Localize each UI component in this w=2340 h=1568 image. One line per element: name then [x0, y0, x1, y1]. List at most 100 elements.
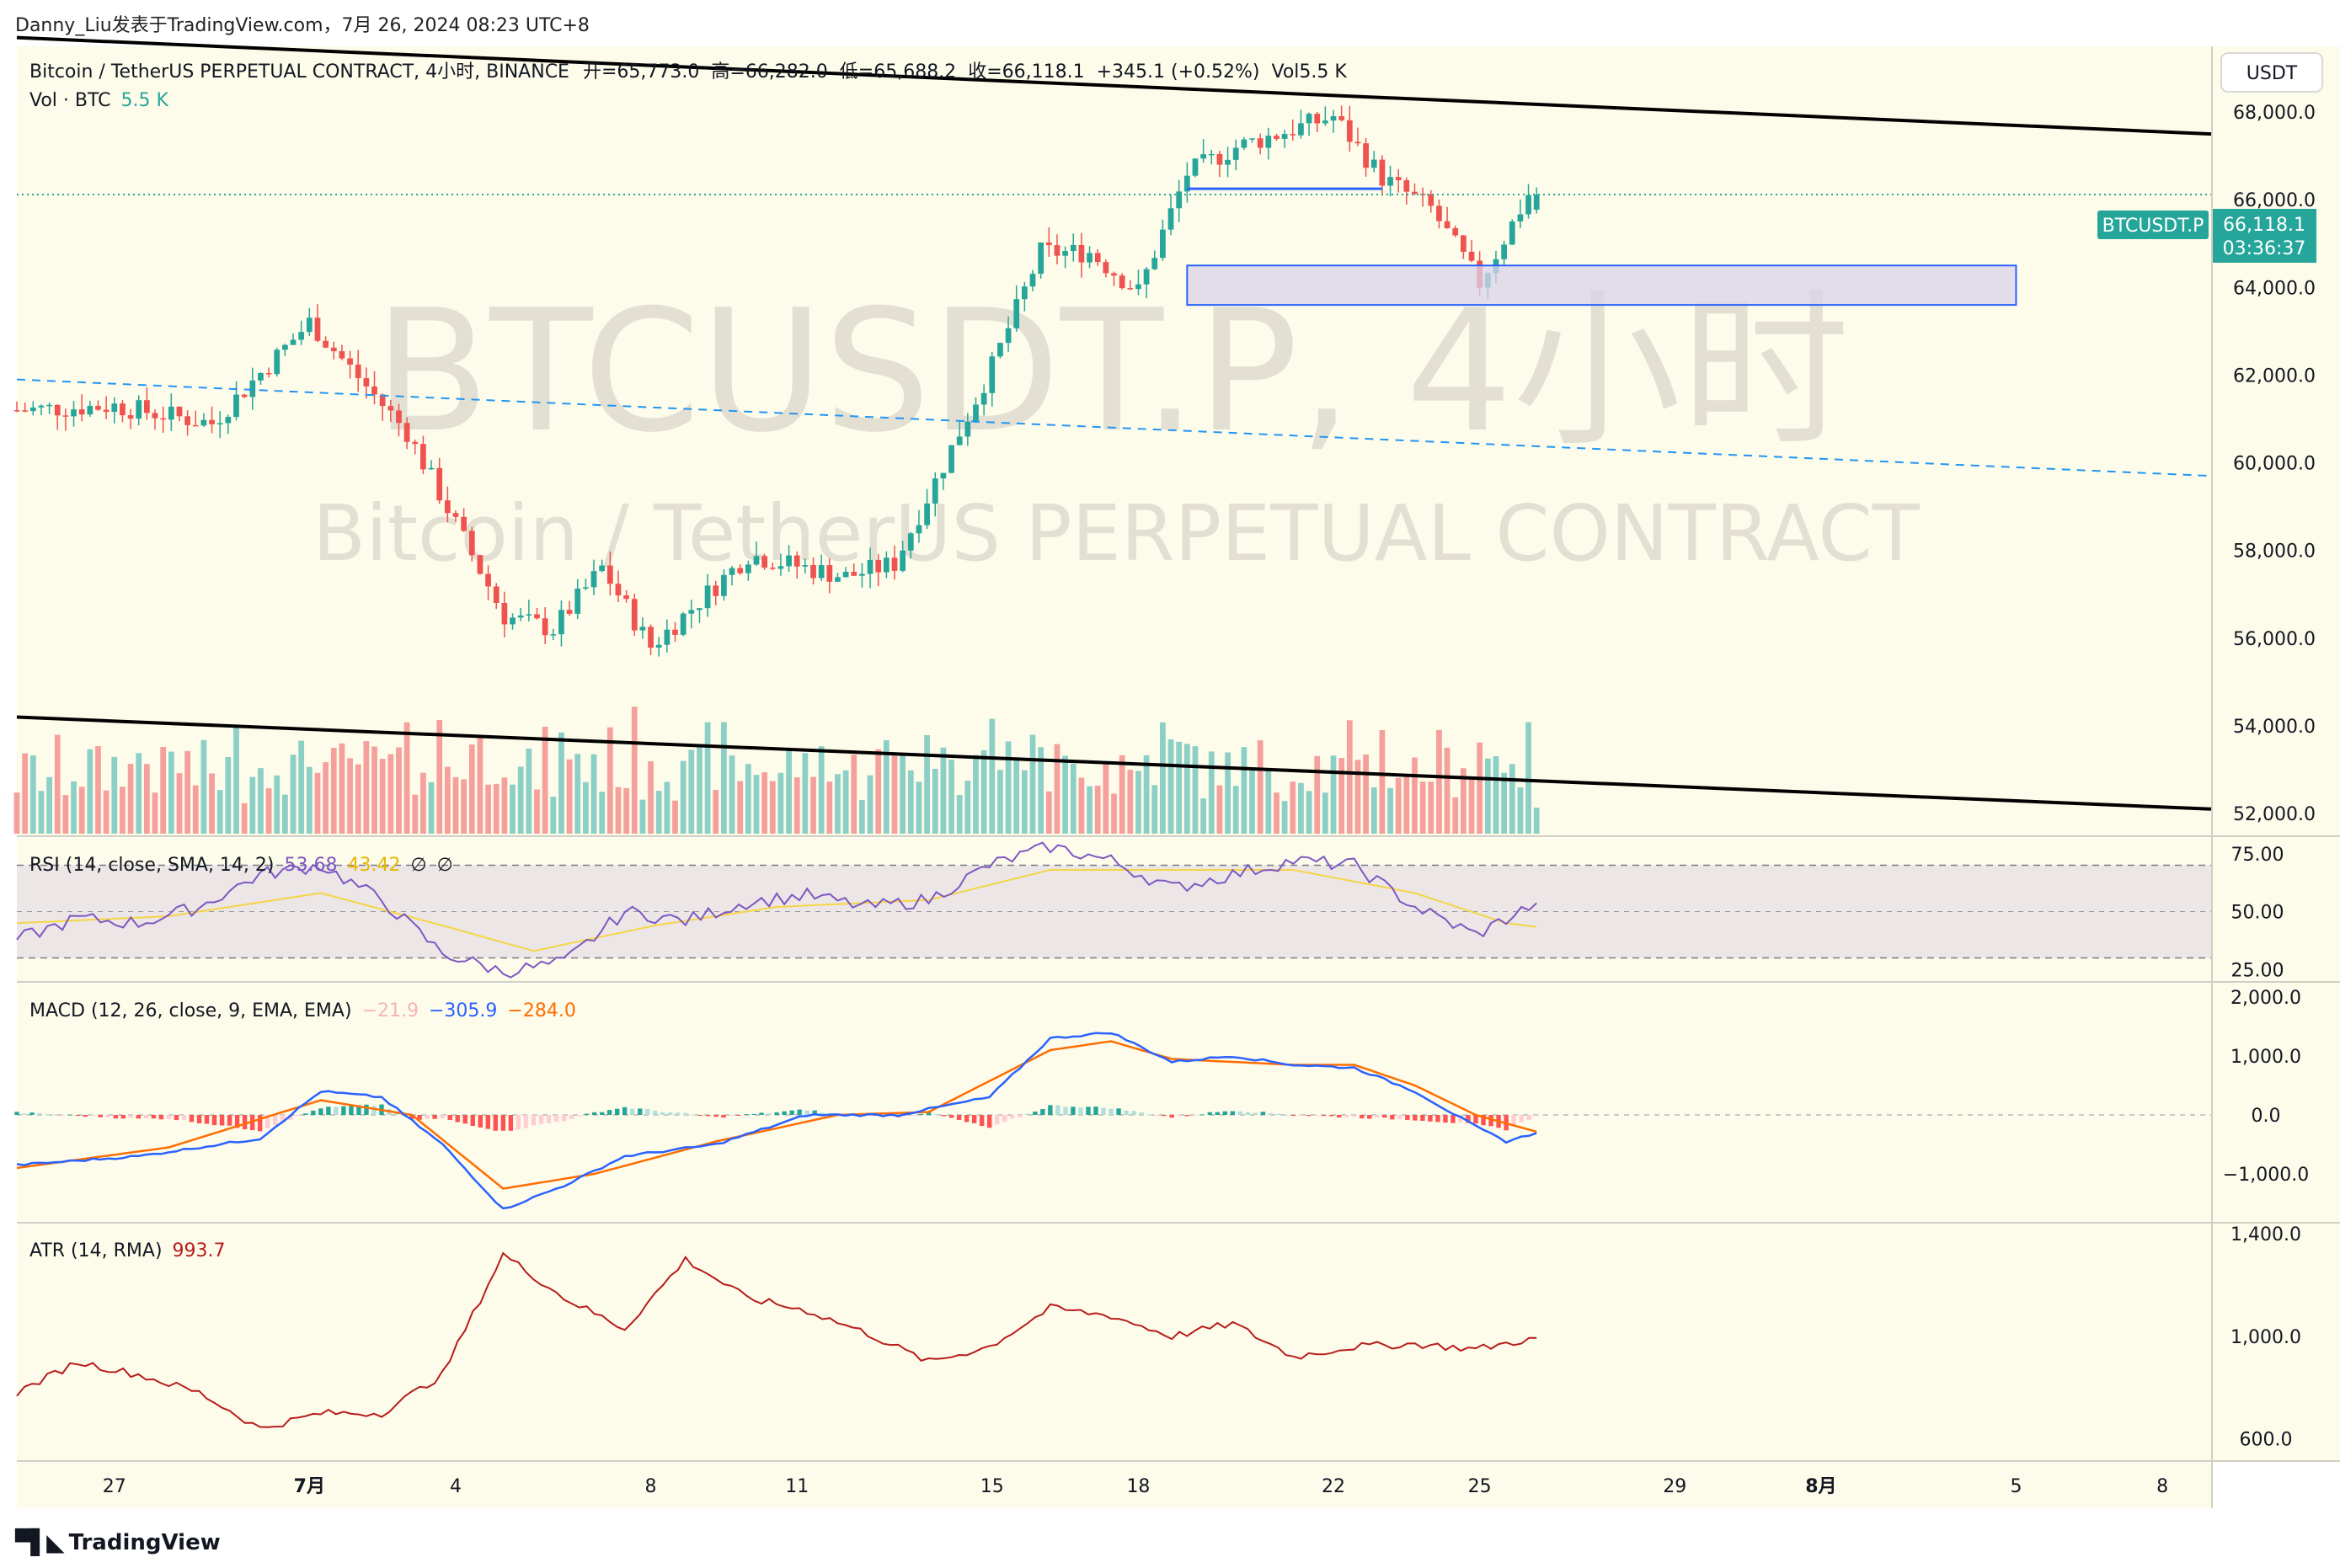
volume-bar [216, 790, 223, 834]
macd-histogram-bar [1207, 1112, 1213, 1115]
rsi-axis-labels[interactable]: 75.00 50.00 25.00 [2231, 845, 2284, 982]
symbol-legend[interactable]: Bitcoin / TetherUS PERPETUAL CONTRACT, 4… [29, 61, 1347, 83]
macd-histogram-bar [280, 1115, 286, 1123]
candle-body [672, 629, 678, 635]
candle-body [1045, 242, 1052, 246]
volume-bar [184, 750, 190, 834]
macd-histogram-bar [75, 1115, 80, 1116]
candle-body [1412, 191, 1418, 195]
candle-body [680, 613, 687, 635]
macd-histogram-bar [1184, 1115, 1189, 1117]
candle-body [859, 573, 865, 576]
volume-bar [127, 764, 134, 834]
macd-histogram-bar [326, 1107, 331, 1115]
lower-trendline[interactable] [16, 715, 2212, 811]
candle-body [103, 409, 110, 413]
time-tick-label: 4 [450, 1476, 462, 1497]
volume-bar [729, 755, 735, 834]
macd-histogram-bar [1116, 1108, 1121, 1115]
candle-body [737, 568, 744, 573]
macd-histogram-bar [440, 1115, 445, 1119]
macd-histogram-bar [668, 1112, 673, 1115]
atr-line [16, 1251, 1537, 1428]
volume-bar [818, 746, 825, 834]
volume-bar [363, 741, 370, 834]
candle-body [127, 415, 134, 419]
volume-bar [1533, 808, 1540, 834]
volume-bar [786, 748, 792, 834]
volume-bar [111, 756, 118, 834]
candle-body [1241, 139, 1247, 148]
macd-histogram-bar [1131, 1111, 1136, 1115]
time-tick-label: 22 [1322, 1476, 1345, 1497]
macd-histogram-bar [158, 1115, 164, 1120]
macd-histogram-bar [37, 1112, 42, 1115]
atr-legend[interactable]: ATR (14, RMA) 993.7 [29, 1240, 226, 1261]
macd-histogram-bar [128, 1115, 134, 1118]
candle-body [1428, 194, 1434, 206]
macd-axis-labels[interactable]: 2,000.0 1,000.0 0.0 −1,000.0 [2223, 988, 2309, 1186]
atr-axis-labels[interactable]: 1,400.0 1,000.0 600.0 [2230, 1224, 2301, 1451]
macd-histogram-bar [911, 1115, 916, 1116]
volume-bar [1306, 791, 1312, 834]
volume-bar [249, 776, 256, 834]
macd-histogram-bar [311, 1110, 316, 1115]
price-axis-labels[interactable]: 68,000.0 66,000.0 64,000.0 62,000.0 60,000.0… [2233, 103, 2316, 825]
volume-bar [1151, 785, 1158, 834]
volume-legend[interactable]: Vol · BTC 5.5 K [29, 90, 168, 111]
volume-bar [152, 792, 158, 834]
volume-bar [1460, 768, 1467, 834]
candle-body [38, 405, 45, 408]
macd-histogram-bar [1450, 1115, 1456, 1123]
volume-bar [1167, 739, 1174, 834]
rsi-line [16, 841, 1537, 979]
volume-bar [420, 772, 426, 834]
volume-bar [964, 781, 971, 834]
candle-body [761, 556, 768, 568]
volume-bar [989, 718, 996, 834]
currency-button[interactable] [2220, 52, 2323, 93]
candle-body [1127, 288, 1134, 290]
volume-bar [835, 774, 841, 834]
macd-legend[interactable]: MACD (12, 26, close, 9, EMA, EMA) −21.9 −3… [29, 1000, 576, 1021]
candle-body [1111, 273, 1117, 276]
upper-trendline[interactable] [16, 35, 2212, 136]
macd-histogram-bar [113, 1115, 118, 1119]
volume-bar [461, 779, 467, 834]
volume-bar [1330, 755, 1337, 834]
rsi-band-fill [17, 865, 2211, 958]
atr-tick-label: 1,000.0 [2230, 1327, 2301, 1348]
macd-histogram-bar [189, 1115, 195, 1123]
candle-body [875, 559, 882, 573]
macd-histogram-bar [1048, 1105, 1053, 1115]
candle-body [1533, 195, 1540, 211]
macd-histogram-bar [1397, 1115, 1402, 1119]
candle-body [599, 565, 606, 572]
candle-body [1249, 138, 1255, 140]
candle-body [1208, 153, 1215, 156]
time-tick-label: 5 [2010, 1476, 2022, 1497]
volume-bar [1419, 781, 1426, 834]
price-tick-label: 66,000.0 [2233, 190, 2316, 211]
volume-bar [1363, 755, 1369, 834]
candle-body [371, 386, 377, 395]
candle-body [948, 445, 954, 473]
macd-histogram-bar [986, 1115, 992, 1128]
macd-histogram-bar [918, 1113, 924, 1115]
candle-body [1444, 221, 1450, 229]
rsi-legend[interactable]: RSI (14, close, SMA, 14, 2) 53.68 43.42 ∅ ∅ [29, 855, 453, 876]
volume-bar [1225, 752, 1231, 834]
macd-histogram-bar [1351, 1115, 1357, 1117]
candlesticks[interactable] [13, 105, 1540, 657]
volume-bar [290, 755, 297, 834]
volume-bar [1274, 792, 1280, 834]
macd-histogram-bar [698, 1115, 703, 1116]
candle-body [120, 403, 126, 416]
candle-body [274, 349, 280, 375]
dashed-midline[interactable] [16, 378, 2212, 477]
demand-zone-rectangle[interactable] [1186, 264, 2017, 307]
time-axis-labels[interactable]: 27 7月 4 8 11 15 18 22 25 29 8月 5 8 [103, 1476, 2168, 1497]
macd-histogram-bar [341, 1106, 346, 1115]
candle-body [655, 644, 662, 648]
